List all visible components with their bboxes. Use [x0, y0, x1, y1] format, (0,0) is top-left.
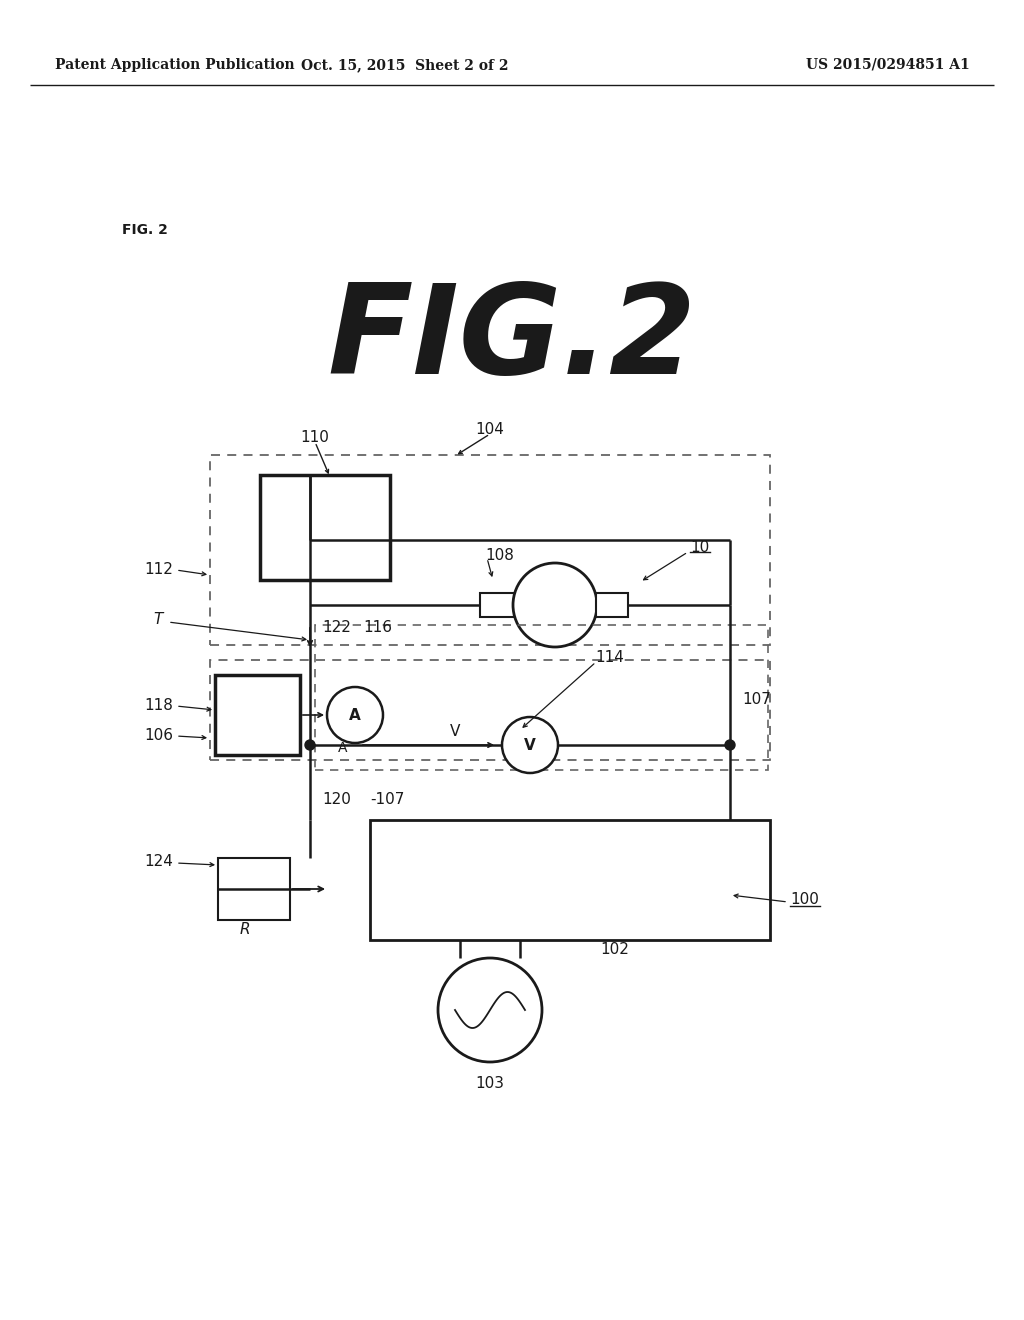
Text: 102: 102 [600, 942, 629, 957]
Text: R: R [240, 923, 250, 937]
Bar [210, 455, 770, 645]
Text: 107: 107 [742, 693, 771, 708]
Bar [215, 675, 300, 755]
Circle shape [513, 564, 597, 647]
Text: 106: 106 [144, 727, 173, 742]
Text: FIG.2: FIG.2 [328, 280, 696, 400]
Text: -107: -107 [370, 792, 404, 808]
Circle shape [725, 741, 735, 750]
Text: 122: 122 [322, 620, 351, 635]
Text: 116: 116 [362, 620, 392, 635]
Text: Patent Application Publication: Patent Application Publication [55, 58, 295, 73]
Text: 104: 104 [475, 422, 505, 437]
Text: 124: 124 [144, 854, 173, 870]
Text: 103: 103 [475, 1077, 505, 1092]
Text: 108: 108 [485, 548, 514, 562]
Circle shape [305, 741, 315, 750]
Text: 10: 10 [690, 540, 710, 556]
Text: FIG. 2: FIG. 2 [122, 223, 168, 238]
Text: T: T [154, 612, 163, 627]
Text: 120: 120 [322, 792, 351, 808]
Bar [315, 624, 768, 770]
Bar [218, 858, 290, 920]
Text: 112: 112 [144, 562, 173, 578]
Text: V: V [524, 738, 536, 752]
Circle shape [502, 717, 558, 774]
Text: 110: 110 [301, 430, 330, 446]
Text: A: A [349, 708, 360, 722]
Bar [370, 820, 770, 940]
Bar [210, 660, 770, 760]
Text: A: A [338, 741, 348, 755]
Text: 118: 118 [144, 697, 173, 713]
Text: US 2015/0294851 A1: US 2015/0294851 A1 [806, 58, 970, 73]
Circle shape [327, 686, 383, 743]
Bar [596, 593, 628, 616]
Text: 100: 100 [790, 892, 819, 908]
Bar [480, 593, 514, 616]
Circle shape [438, 958, 542, 1063]
Text: Oct. 15, 2015  Sheet 2 of 2: Oct. 15, 2015 Sheet 2 of 2 [301, 58, 509, 73]
Text: V: V [450, 725, 460, 739]
Text: 114: 114 [595, 651, 624, 665]
Bar [260, 475, 390, 579]
